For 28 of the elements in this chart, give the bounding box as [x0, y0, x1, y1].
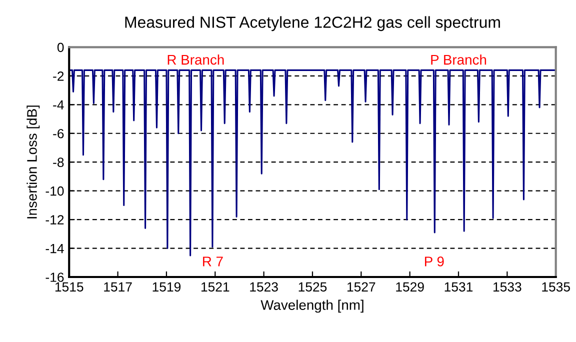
line-series	[69, 69, 556, 256]
x-tick-label: 1529	[396, 282, 424, 292]
x-tick-label: 1515	[55, 282, 84, 292]
y-tick-label: -8	[53, 158, 64, 168]
x-tick-label: 1527	[347, 282, 376, 292]
y-tick-label: -4	[53, 100, 64, 110]
x-tick-label: 1533	[494, 282, 522, 292]
x-tick-label: 1519	[152, 282, 181, 292]
x-tick-label: 1523	[250, 282, 278, 292]
x-tick-label: 1525	[298, 282, 327, 292]
annotation: R Branch	[168, 54, 224, 65]
chart-title: Measured NIST Acetylene 12C2H2 gas cell spectrum	[125, 16, 500, 32]
y-tick-label: -2	[53, 71, 64, 81]
y-axis-title: Insertion Loss [dB]	[26, 106, 40, 218]
y-tick-label: -12	[46, 215, 64, 224]
y-tick-label: -10	[46, 186, 64, 196]
annotation: P Branch	[431, 54, 486, 65]
y-tick-label: -16	[46, 272, 64, 282]
x-tick-label: 1521	[201, 282, 230, 292]
y-tick-label: 0	[57, 42, 64, 52]
annotation: P 9	[425, 256, 444, 266]
y-tick-label: -14	[46, 244, 64, 254]
y-tick-label: -6	[53, 128, 64, 138]
x-tick-label: 1517	[104, 282, 132, 292]
annotation: R 7	[203, 256, 223, 266]
x-tick-label: 1531	[444, 282, 473, 292]
x-tick-label: 1535	[542, 282, 570, 292]
x-axis-title: Wavelength [nm]	[260, 300, 364, 313]
